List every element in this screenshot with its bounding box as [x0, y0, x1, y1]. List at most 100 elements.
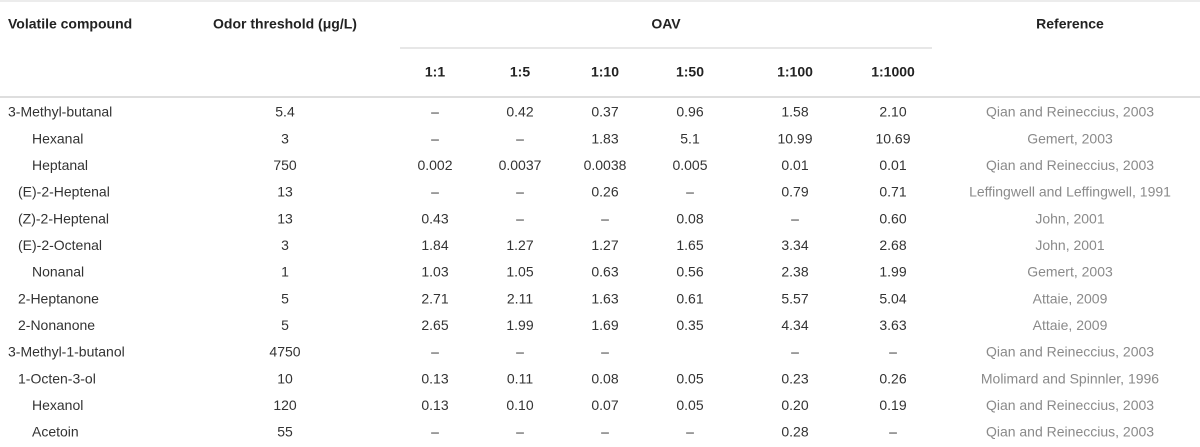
- oav-cell: 1.83: [591, 130, 618, 146]
- compound-cell: (Z)-2-Heptenal: [18, 210, 109, 226]
- threshold-cell: 5.4: [275, 104, 295, 120]
- oav-cell: –: [889, 424, 897, 440]
- oav-cell: –: [516, 210, 524, 226]
- oav-cell: 5.57: [781, 290, 808, 306]
- oav-cell: 0.05: [676, 370, 703, 386]
- oav-cell: –: [601, 344, 609, 360]
- reference-cell: Qian and Reineccius, 2003: [986, 397, 1154, 413]
- oav-cell: –: [431, 104, 439, 120]
- reference-cell: John, 2001: [1035, 210, 1104, 226]
- oav-cell: 2.10: [879, 104, 906, 120]
- oav-cell: 0.002: [417, 157, 452, 173]
- header-cell: Reference: [1036, 16, 1104, 32]
- oav-cell: 0.01: [781, 157, 808, 173]
- oav-cell: 5.04: [879, 290, 906, 306]
- threshold-cell: 1: [281, 264, 289, 280]
- oav-cell: 1.03: [421, 264, 448, 280]
- reference-cell: Qian and Reineccius, 2003: [986, 424, 1154, 440]
- oav-cell: 0.08: [591, 370, 618, 386]
- oav-cell: 0.61: [676, 290, 703, 306]
- threshold-cell: 55: [277, 424, 293, 440]
- oav-cell: 0.07: [591, 397, 618, 413]
- compound-cell: 3-Methyl-1-butanol: [8, 344, 125, 360]
- oav-cell: 0.63: [591, 264, 618, 280]
- reference-cell: John, 2001: [1035, 237, 1104, 253]
- oav-cell: 0.26: [879, 370, 906, 386]
- oav-cell: 1.58: [781, 104, 808, 120]
- compound-cell: 1-Octen-3-ol: [18, 370, 96, 386]
- threshold-cell: 5: [281, 290, 289, 306]
- oav-cell: 0.60: [879, 210, 906, 226]
- oav-cell: 0.20: [781, 397, 808, 413]
- subheader-cell: 1:1: [425, 64, 445, 80]
- reference-cell: Attaie, 2009: [1033, 290, 1108, 306]
- oav-cell: 0.28: [781, 424, 808, 440]
- oav-cell: –: [686, 184, 694, 200]
- oav-cell: 1.63: [591, 290, 618, 306]
- oav-cell: 0.26: [591, 184, 618, 200]
- oav-cell: 0.37: [591, 104, 618, 120]
- oav-cell: 0.01: [879, 157, 906, 173]
- oav-cell: 0.13: [421, 397, 448, 413]
- compound-cell: Nonanal: [32, 264, 84, 280]
- header-cell: OAV: [651, 16, 681, 32]
- reference-cell: Gemert, 2003: [1027, 130, 1113, 146]
- oav-cell: –: [686, 424, 694, 440]
- compound-cell: (E)-2-Octenal: [18, 237, 102, 253]
- reference-cell: Attaie, 2009: [1033, 317, 1108, 333]
- oav-cell: –: [791, 344, 799, 360]
- oav-cell: 0.10: [506, 397, 533, 413]
- oav-cell: 1.84: [421, 237, 448, 253]
- header-cell: Volatile compound: [8, 16, 132, 32]
- oav-cell: 10.69: [875, 130, 910, 146]
- oav-cell: 0.11: [507, 370, 533, 386]
- oav-cell: –: [431, 184, 439, 200]
- oav-cell: 1.99: [506, 317, 533, 333]
- oav-cell: 1.05: [506, 264, 533, 280]
- oav-cell: 3.63: [879, 317, 906, 333]
- oav-cell: –: [516, 130, 524, 146]
- reference-cell: Qian and Reineccius, 2003: [986, 157, 1154, 173]
- reference-cell: Gemert, 2003: [1027, 264, 1113, 280]
- reference-cell: Qian and Reineccius, 2003: [986, 104, 1154, 120]
- oav-cell: 2.65: [421, 317, 448, 333]
- oav-cell: 0.05: [676, 397, 703, 413]
- oav-cell: 2.38: [781, 264, 808, 280]
- threshold-cell: 3: [281, 237, 289, 253]
- oav-cell: –: [889, 344, 897, 360]
- reference-cell: Leffingwell and Leffingwell, 1991: [969, 184, 1171, 200]
- compound-cell: 3-Methyl-butanal: [8, 104, 112, 120]
- compound-cell: (E)-2-Heptenal: [18, 184, 110, 200]
- subheader-cell: 1:10: [591, 64, 619, 80]
- oav-cell: 10.99: [777, 130, 812, 146]
- oav-cell: 0.35: [676, 317, 703, 333]
- oav-cell: 0.23: [781, 370, 808, 386]
- oav-cell: 0.71: [879, 184, 906, 200]
- oav-cell: 1.27: [591, 237, 618, 253]
- oav-cell: –: [431, 344, 439, 360]
- compound-cell: Heptanal: [32, 157, 88, 173]
- oav-cell: –: [601, 424, 609, 440]
- threshold-cell: 120: [273, 397, 297, 413]
- oav-cell: 1.27: [506, 237, 533, 253]
- header-cell: Odor threshold (μg/L): [213, 16, 357, 32]
- oav-cell: –: [431, 424, 439, 440]
- oav-cell: –: [601, 210, 609, 226]
- oav-cell: 3.34: [781, 237, 808, 253]
- oav-cell: 0.43: [421, 210, 448, 226]
- threshold-cell: 750: [273, 157, 297, 173]
- oav-cell: 0.19: [879, 397, 906, 413]
- oav-cell: 0.42: [506, 104, 533, 120]
- oav-cell: 0.13: [421, 370, 448, 386]
- oav-cell: 0.79: [781, 184, 808, 200]
- oav-cell: 1.65: [676, 237, 703, 253]
- oav-cell: 1.99: [879, 264, 906, 280]
- oav-cell: 2.71: [421, 290, 448, 306]
- reference-cell: Qian and Reineccius, 2003: [986, 344, 1154, 360]
- compound-cell: Hexanal: [32, 130, 83, 146]
- compound-cell: Hexanol: [32, 397, 83, 413]
- subheader-cell: 1:5: [510, 64, 530, 80]
- threshold-cell: 3: [281, 130, 289, 146]
- compound-cell: 2-Heptanone: [18, 290, 99, 306]
